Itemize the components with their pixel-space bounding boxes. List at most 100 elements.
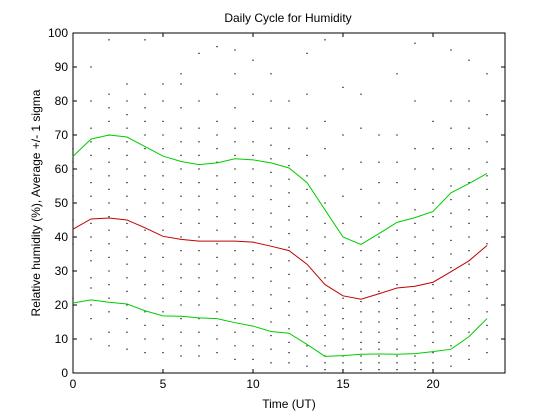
- scatter-point: [324, 314, 326, 316]
- scatter-point: [144, 297, 146, 299]
- scatter-point: [90, 154, 92, 156]
- scatter-point: [432, 229, 434, 231]
- scatter-point: [324, 39, 326, 41]
- scatter-point: [90, 304, 92, 306]
- scatter-point: [144, 134, 146, 136]
- scatter-point: [414, 100, 416, 102]
- scatter-point: [432, 321, 434, 323]
- scatter-point: [162, 216, 164, 218]
- scatter-point: [90, 168, 92, 170]
- scatter-point: [342, 86, 344, 88]
- scatter-point: [144, 311, 146, 313]
- scatter-point: [360, 127, 362, 129]
- scatter-point: [252, 318, 254, 320]
- scatter-point: [108, 148, 110, 150]
- scatter-point: [198, 168, 200, 170]
- scatter-point: [414, 188, 416, 190]
- scatter-point: [306, 175, 308, 177]
- scatter-point: [306, 202, 308, 204]
- scatter-point: [432, 284, 434, 286]
- series-line-mean-plus-1-sigma: [72, 134, 488, 246]
- scatter-point: [468, 59, 470, 61]
- scatter-point: [126, 154, 128, 156]
- scatter-point: [486, 202, 488, 204]
- scatter-point: [72, 243, 74, 245]
- scatter-point: [432, 331, 434, 333]
- scatter-point: [378, 348, 380, 350]
- scatter-point: [252, 141, 254, 143]
- scatter-point: [432, 297, 434, 299]
- scatter-point: [486, 161, 488, 163]
- scatter-point: [288, 260, 290, 262]
- scatter-point: [378, 182, 380, 184]
- scatter-point: [288, 165, 290, 167]
- scatter-point: [216, 188, 218, 190]
- scatter-point: [342, 195, 344, 197]
- scatter-point: [360, 321, 362, 323]
- scatter-point: [108, 202, 110, 204]
- scatter-point: [342, 134, 344, 136]
- y-tick-label: 20: [55, 298, 69, 312]
- scatter-point: [360, 355, 362, 357]
- scatter-point: [360, 348, 362, 350]
- scatter-point: [288, 148, 290, 150]
- scatter-point: [288, 192, 290, 194]
- scatter-point: [450, 148, 452, 150]
- scatter-point: [450, 127, 452, 129]
- scatter-point: [306, 355, 308, 357]
- scatter-point: [180, 182, 182, 184]
- scatter-point: [162, 134, 164, 136]
- scatter-point: [252, 182, 254, 184]
- scatter-point: [180, 127, 182, 129]
- scatter-point: [270, 100, 272, 102]
- scatter-point: [378, 222, 380, 224]
- y-tick-label: 80: [55, 94, 69, 108]
- scatter-point: [324, 335, 326, 337]
- scatter-point: [198, 100, 200, 102]
- scatter-point: [306, 270, 308, 272]
- scatter-point: [306, 311, 308, 313]
- scatter-point: [360, 341, 362, 343]
- scatter-point: [198, 290, 200, 292]
- scatter-point: [486, 297, 488, 299]
- scatter-point: [252, 250, 254, 252]
- scatter-point: [252, 120, 254, 122]
- scatter-point: [90, 318, 92, 320]
- scatter-point: [198, 277, 200, 279]
- scatter-point: [126, 141, 128, 143]
- scatter-point: [162, 270, 164, 272]
- scatter-point: [180, 107, 182, 109]
- scatter-point: [108, 331, 110, 333]
- scatter-point: [198, 318, 200, 320]
- scatter-point: [270, 307, 272, 309]
- scatter-point: [216, 161, 218, 163]
- scatter-point: [126, 222, 128, 224]
- scatter-point: [216, 311, 218, 313]
- scatter-point: [306, 324, 308, 326]
- scatter-point: [486, 352, 488, 354]
- y-tick-label: 90: [55, 60, 69, 74]
- y-tick-label: 10: [55, 332, 69, 346]
- scatter-point: [468, 290, 470, 292]
- scatter-point: [216, 324, 218, 326]
- scatter-point: [144, 161, 146, 163]
- scatter-point: [198, 263, 200, 265]
- scatter-point: [234, 154, 236, 156]
- scatter-point: [450, 100, 452, 102]
- scatter-point: [468, 304, 470, 306]
- scatter-point: [450, 239, 452, 241]
- scatter-point: [270, 253, 272, 255]
- scatter-point: [342, 284, 344, 286]
- x-axis-label: Time (UT): [262, 397, 316, 411]
- scatter-point: [108, 120, 110, 122]
- scatter-point: [342, 297, 344, 299]
- scatter-point: [144, 202, 146, 204]
- scatter-point: [252, 236, 254, 238]
- scatter-point: [324, 250, 326, 252]
- scatter-point: [252, 222, 254, 224]
- scatter-point: [378, 236, 380, 238]
- scatter-point: [432, 202, 434, 204]
- scatter-point: [396, 284, 398, 286]
- scatter-point: [108, 175, 110, 177]
- scatter-point: [180, 83, 182, 85]
